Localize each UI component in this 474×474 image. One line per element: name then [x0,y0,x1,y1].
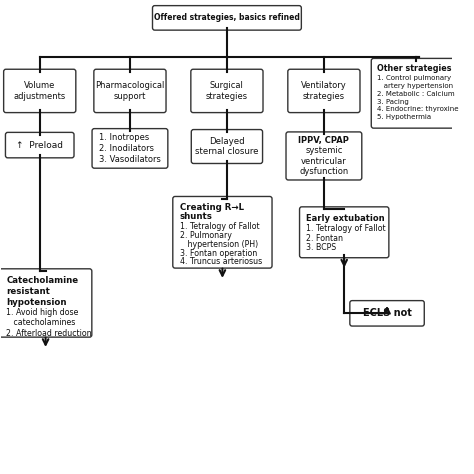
Text: 3. Vasodilators: 3. Vasodilators [99,155,161,164]
Text: ↑  Preload: ↑ Preload [16,141,63,150]
Text: Pharmacological
support: Pharmacological support [95,81,164,100]
FancyBboxPatch shape [153,6,301,30]
Text: Other strategies: Other strategies [377,64,452,73]
Text: shunts: shunts [180,212,212,221]
FancyBboxPatch shape [191,69,263,113]
FancyBboxPatch shape [371,58,462,128]
Text: artery hypertension: artery hypertension [377,83,453,89]
FancyBboxPatch shape [94,69,166,113]
Text: 2. Fontan: 2. Fontan [306,234,343,243]
FancyBboxPatch shape [191,129,263,164]
Text: 2. Pulmonary: 2. Pulmonary [180,231,231,240]
Text: systemic: systemic [305,146,343,155]
Text: 1. Tetralogy of Fallot: 1. Tetralogy of Fallot [180,222,259,231]
FancyBboxPatch shape [300,207,389,258]
Text: hypertension (PH): hypertension (PH) [180,239,258,248]
FancyBboxPatch shape [92,128,168,168]
Text: 3. Pacing: 3. Pacing [377,99,409,105]
Text: Catecholamine: Catecholamine [6,276,78,285]
Text: dysfunction: dysfunction [299,167,348,176]
FancyBboxPatch shape [173,197,272,268]
Text: 1. Avoid high dose: 1. Avoid high dose [6,308,79,317]
Text: Delayed
sternal closure: Delayed sternal closure [195,137,259,156]
Text: 3. BCPS: 3. BCPS [306,243,337,252]
Text: ECLS not: ECLS not [363,309,411,319]
Text: hypotension: hypotension [6,298,67,307]
FancyBboxPatch shape [5,132,74,158]
Text: Early extubation: Early extubation [306,214,385,223]
Text: 5. Hypothermia: 5. Hypothermia [377,114,431,120]
Text: Offered strategies, basics refined: Offered strategies, basics refined [154,13,300,22]
Text: catecholamines: catecholamines [6,319,75,328]
Text: 4. Truncus arteriosus: 4. Truncus arteriosus [180,257,262,266]
Text: 1. Inotropes: 1. Inotropes [99,133,149,142]
FancyBboxPatch shape [350,301,424,326]
Text: Creating R→L: Creating R→L [180,203,244,212]
Text: 2. Inodilators: 2. Inodilators [99,144,154,153]
Text: 3. Fontan operation: 3. Fontan operation [180,248,257,257]
Text: Surgical
strategies: Surgical strategies [206,81,248,100]
FancyBboxPatch shape [0,269,92,337]
Text: 2. Afterload reduction: 2. Afterload reduction [6,329,92,338]
Text: 1. Tetralogy of Fallot: 1. Tetralogy of Fallot [306,225,386,234]
Text: 1. Control pulmonary: 1. Control pulmonary [377,75,451,81]
Text: 2. Metabolic : Calcium: 2. Metabolic : Calcium [377,91,455,97]
FancyBboxPatch shape [288,69,360,113]
Text: Ventilatory
strategies: Ventilatory strategies [301,81,347,100]
Text: Volume
adjustments: Volume adjustments [14,81,66,100]
FancyBboxPatch shape [286,132,362,180]
Text: resistant: resistant [6,287,50,296]
Text: ventricular: ventricular [301,156,347,165]
FancyBboxPatch shape [4,69,76,113]
Text: 4. Endocrine: thyroxine: 4. Endocrine: thyroxine [377,106,459,112]
Text: IPPV, CPAP: IPPV, CPAP [299,136,349,145]
